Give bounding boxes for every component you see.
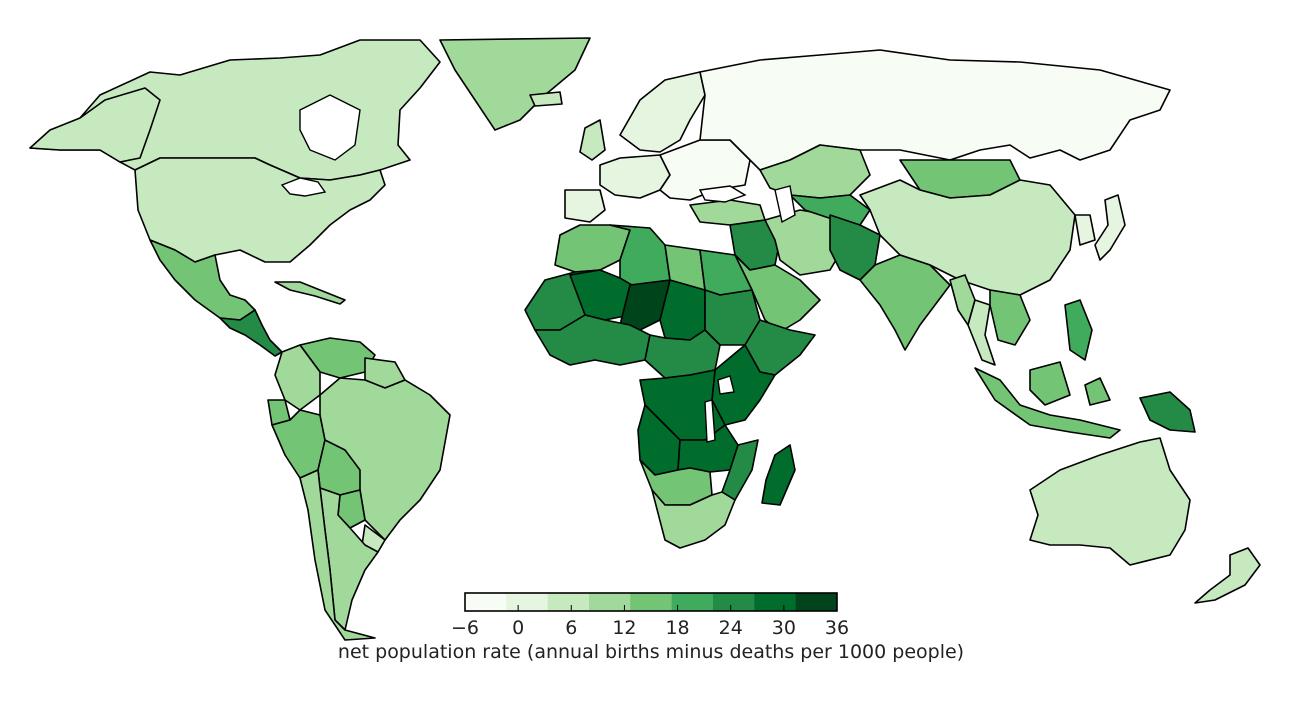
region-western-europe — [599, 154, 671, 199]
black-sea — [698, 185, 747, 203]
colorbar-tick-label: 30 — [772, 617, 796, 639]
region-south-africa — [651, 489, 736, 549]
region-russia — [699, 49, 1171, 171]
colorbar-swatch — [795, 593, 838, 611]
colorbar-swatch — [547, 593, 590, 611]
colorbar-swatch — [465, 593, 507, 611]
lake-tanganyika — [704, 399, 716, 443]
colorbar-swatch — [671, 593, 714, 611]
region-australia — [1029, 437, 1191, 566]
colorbar-swatch — [713, 593, 755, 611]
region-chile — [299, 469, 376, 641]
region-philippines — [1064, 299, 1093, 361]
region-new-zealand — [1194, 547, 1261, 604]
colorbar-tick-label: 36 — [825, 617, 849, 639]
colorbar-tick-label: −6 — [451, 617, 479, 639]
colorbar-tick-label: 6 — [565, 617, 577, 639]
colorbar-swatch — [506, 593, 549, 611]
colorbar-tick-label: 12 — [612, 617, 636, 639]
region-colombia — [274, 344, 321, 411]
region-arabian-peninsula — [734, 254, 821, 333]
region-china — [859, 179, 1076, 296]
region-madagascar — [761, 444, 796, 506]
region-thailand — [967, 299, 996, 366]
colorbar-swatch — [589, 593, 631, 611]
region-indonesia — [974, 361, 1121, 439]
colorbar-tick-label: 24 — [719, 617, 743, 639]
region-iberia — [564, 189, 606, 223]
colorbar-label: net population rate (annual births minus… — [338, 641, 964, 663]
caspian-sea — [774, 185, 796, 224]
lakes-layer — [280, 94, 796, 443]
lake-victoria — [717, 375, 735, 395]
region-scandinavia — [619, 71, 706, 153]
region-indochina — [989, 289, 1031, 346]
land-layer — [29, 37, 1261, 641]
region-japan — [1094, 194, 1126, 261]
region-greenland — [439, 37, 591, 131]
colorbar-swatch — [754, 593, 797, 611]
region-mexico — [149, 239, 256, 321]
region-papua-new-guinea — [1139, 391, 1196, 433]
region-iceland — [529, 91, 563, 107]
region-united-kingdom — [579, 119, 606, 161]
colorbar: −6 0 6 12 18 24 30 36 net population rate (annu… — [338, 592, 964, 663]
colorbar-swatch — [630, 593, 673, 611]
colorbar-frame — [464, 592, 838, 612]
region-caribbean — [274, 281, 346, 305]
region-central-asia — [789, 194, 871, 226]
colorbar-tick-label: 18 — [665, 617, 689, 639]
great-lakes — [280, 177, 327, 197]
colorbar-tick-label: 0 — [512, 617, 524, 639]
region-alaska — [29, 87, 161, 163]
region-india — [859, 254, 951, 351]
hudson-bay — [299, 94, 361, 161]
region-north-africa-west — [554, 224, 631, 273]
region-korea — [1074, 214, 1096, 246]
